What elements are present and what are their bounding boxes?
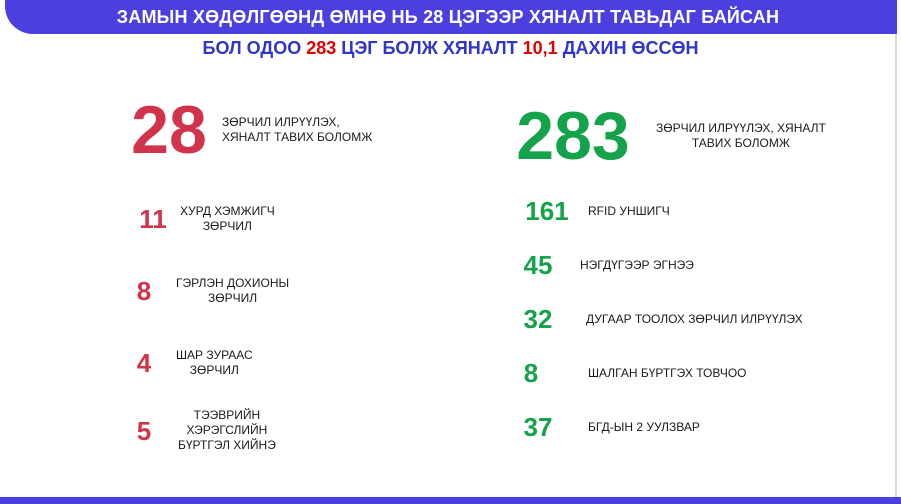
after-stat-checkpoint: 8 ШАЛГАН БҮРТГЭХ ТОВЧОО	[520, 360, 747, 386]
subtitle-highlight-factor: 10,1	[522, 38, 558, 58]
before-stat-value: 8	[136, 276, 152, 306]
before-total-stat: 28 ЗӨРЧИЛ ИЛРҮҮЛЭХ, ХЯНАЛТ ТАВИХ БОЛОМЖ	[126, 96, 372, 164]
title-banner: ЗАМЫН ХӨДӨЛГӨӨНД ӨМНӨ НЬ 28 ЦЭГЭЭР ХЯНАЛ…	[5, 0, 897, 34]
subtitle-text: ЦЭГ БОЛЖ ХЯНАЛТ	[336, 38, 523, 58]
after-stat-first-lane: 45 НЭГДҮГЭЭР ЭГНЭЭ	[520, 252, 694, 278]
after-total-label: ЗӨРЧИЛ ИЛРҮҮЛЭХ, ХЯНАЛТ ТАВИХ БОЛОМЖ	[656, 121, 826, 150]
before-stat-label: ШАР ЗУРААС ЗӨРЧИЛ	[176, 348, 253, 377]
after-stat-value: 45	[523, 250, 553, 280]
after-total-stat: 283 ЗӨРЧИЛ ИЛРҮҮЛЭХ, ХЯНАЛТ ТАВИХ БОЛОМЖ	[508, 102, 826, 170]
before-stat-value: 4	[136, 348, 152, 378]
before-stat-value: 11	[139, 204, 167, 234]
before-stat-vehicle-registration: 5 ТЭЭВРИЙН ХЭРЭГСЛИЙН БҮРТГЭЛ ХИЙНЭ	[130, 408, 276, 453]
after-stat-label: БГД-ЫН 2 УУЛЗВАР	[588, 419, 700, 434]
page-subtitle: БОЛ ОДОО 283 ЦЭГ БОЛЖ ХЯНАЛТ 10,1 ДАХИН …	[0, 38, 901, 59]
subtitle-text: БОЛ ОДОО	[202, 38, 307, 58]
after-total-value: 283	[516, 98, 630, 174]
before-stat-label: ТЭЭВРИЙН ХЭРЭГСЛИЙН БҮРТГЭЛ ХИЙНЭ	[178, 408, 276, 452]
after-stat-value: 37	[523, 412, 553, 442]
after-stat-intersection: 37 БГД-ЫН 2 УУЛЗВАР	[520, 414, 700, 440]
after-stat-value: 32	[523, 304, 553, 334]
before-total-label: ЗӨРЧИЛ ИЛРҮҮЛЭХ, ХЯНАЛТ ТАВИХ БОЛОМЖ	[222, 115, 373, 144]
subtitle-text: ДАХИН ӨССӨН	[557, 38, 699, 58]
after-stat-label: ДУГААР ТООЛОХ ЗӨРЧИЛ ИЛРҮҮЛЭХ	[586, 311, 803, 326]
after-stat-value: 8	[523, 358, 539, 388]
after-stat-label: ШАЛГАН БҮРТГЭХ ТОВЧОО	[588, 365, 747, 380]
after-stat-rfid: 161 RFID УНШИГЧ	[520, 196, 670, 226]
after-stat-value: 161	[525, 196, 569, 226]
before-stat-traffic-light: 8 ГЭРЛЭН ДОХИОНЫ ЗӨРЧИЛ	[130, 276, 289, 306]
after-stat-plate-counting: 32 ДУГААР ТООЛОХ ЗӨРЧИЛ ИЛРҮҮЛЭХ	[520, 306, 803, 332]
page-title: ЗАМЫН ХӨДӨЛГӨӨНД ӨМНӨ НЬ 28 ЦЭГЭЭР ХЯНАЛ…	[116, 6, 780, 27]
before-stat-label: ГЭРЛЭН ДОХИОНЫ ЗӨРЧИЛ	[176, 276, 290, 305]
subtitle-highlight-new-count: 283	[306, 38, 337, 58]
before-stat-yellow-line: 4 ШАР ЗУРААС ЗӨРЧИЛ	[130, 348, 253, 378]
before-stat-speed: 11 ХУРД ХЭМЖИГЧ ЗӨРЧИЛ	[130, 204, 275, 234]
bottom-bar	[0, 497, 901, 504]
before-stat-label: ХУРД ХЭМЖИГЧ ЗӨРЧИЛ	[180, 204, 275, 233]
before-stat-value: 5	[136, 415, 152, 446]
after-stat-label: RFID УНШИГЧ	[588, 203, 670, 218]
before-total-value: 28	[131, 92, 207, 168]
after-stat-label: НЭГДҮГЭЭР ЭГНЭЭ	[580, 257, 694, 272]
